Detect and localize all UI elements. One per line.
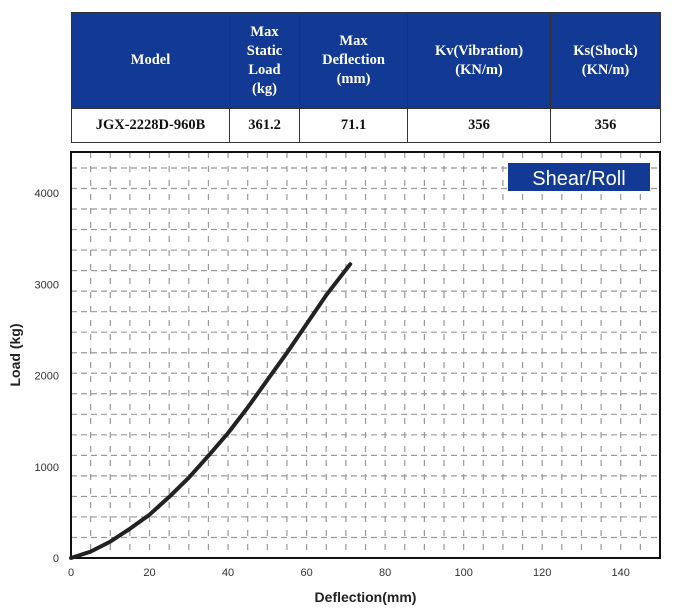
header-text: Max [250,23,279,40]
column-header: Max Deflection (mm) [299,12,408,109]
x-tick-label: 40 [222,567,234,579]
table-header-row: Model Max Static Load (kg) Max Deflection (mm) K… [71,12,661,109]
y-axis-label: Load (kg) [7,324,23,387]
table-cell: 356 [550,108,661,143]
header-text: (KN/m) [455,61,503,78]
x-axis-label: Deflection(mm) [315,589,417,605]
header-text: Ks(Shock) [573,42,638,59]
plot-border [70,151,661,559]
legend-box [508,163,650,191]
x-tick-label: 0 [68,567,74,579]
header-text: Kv(Vibration) [434,42,524,59]
table-row: JGX-2228D-960B 361.2 71.1 356 356 [71,108,661,143]
header-text: (mm) [336,71,371,87]
header-text: Deflection [322,52,385,68]
spec-table: Model Max Static Load (kg) Max Deflection (mm) K… [71,12,661,143]
x-tick-label: 100 [454,567,472,579]
y-tick-label: 2000 [35,371,59,383]
header-text: (kg) [252,80,277,97]
column-header: Model [71,12,230,109]
header-text: Load [248,61,281,78]
column-header: Ks(Shock) (KN/m) [550,12,661,109]
table-cell: 71.1 [299,108,408,143]
y-tick-label: 0 [53,553,59,565]
y-tick-label: 4000 [35,188,59,200]
x-tick-label: 20 [143,567,155,579]
legend-label: Shear/Roll [532,168,625,190]
x-tick-label: 60 [300,567,312,579]
table-cell: 356 [407,108,551,143]
x-tick-label: 80 [379,567,391,579]
header-text: Model [130,52,171,68]
header-text: (KN/m) [581,61,630,78]
header-text: Static [246,42,283,59]
header-text: Max [339,33,368,49]
y-tick-label: 3000 [35,279,59,291]
x-tick-label: 120 [533,567,551,579]
y-tick-label: 1000 [35,462,59,474]
x-tick-label: 140 [612,567,630,579]
table-cell: 361.2 [229,108,300,143]
